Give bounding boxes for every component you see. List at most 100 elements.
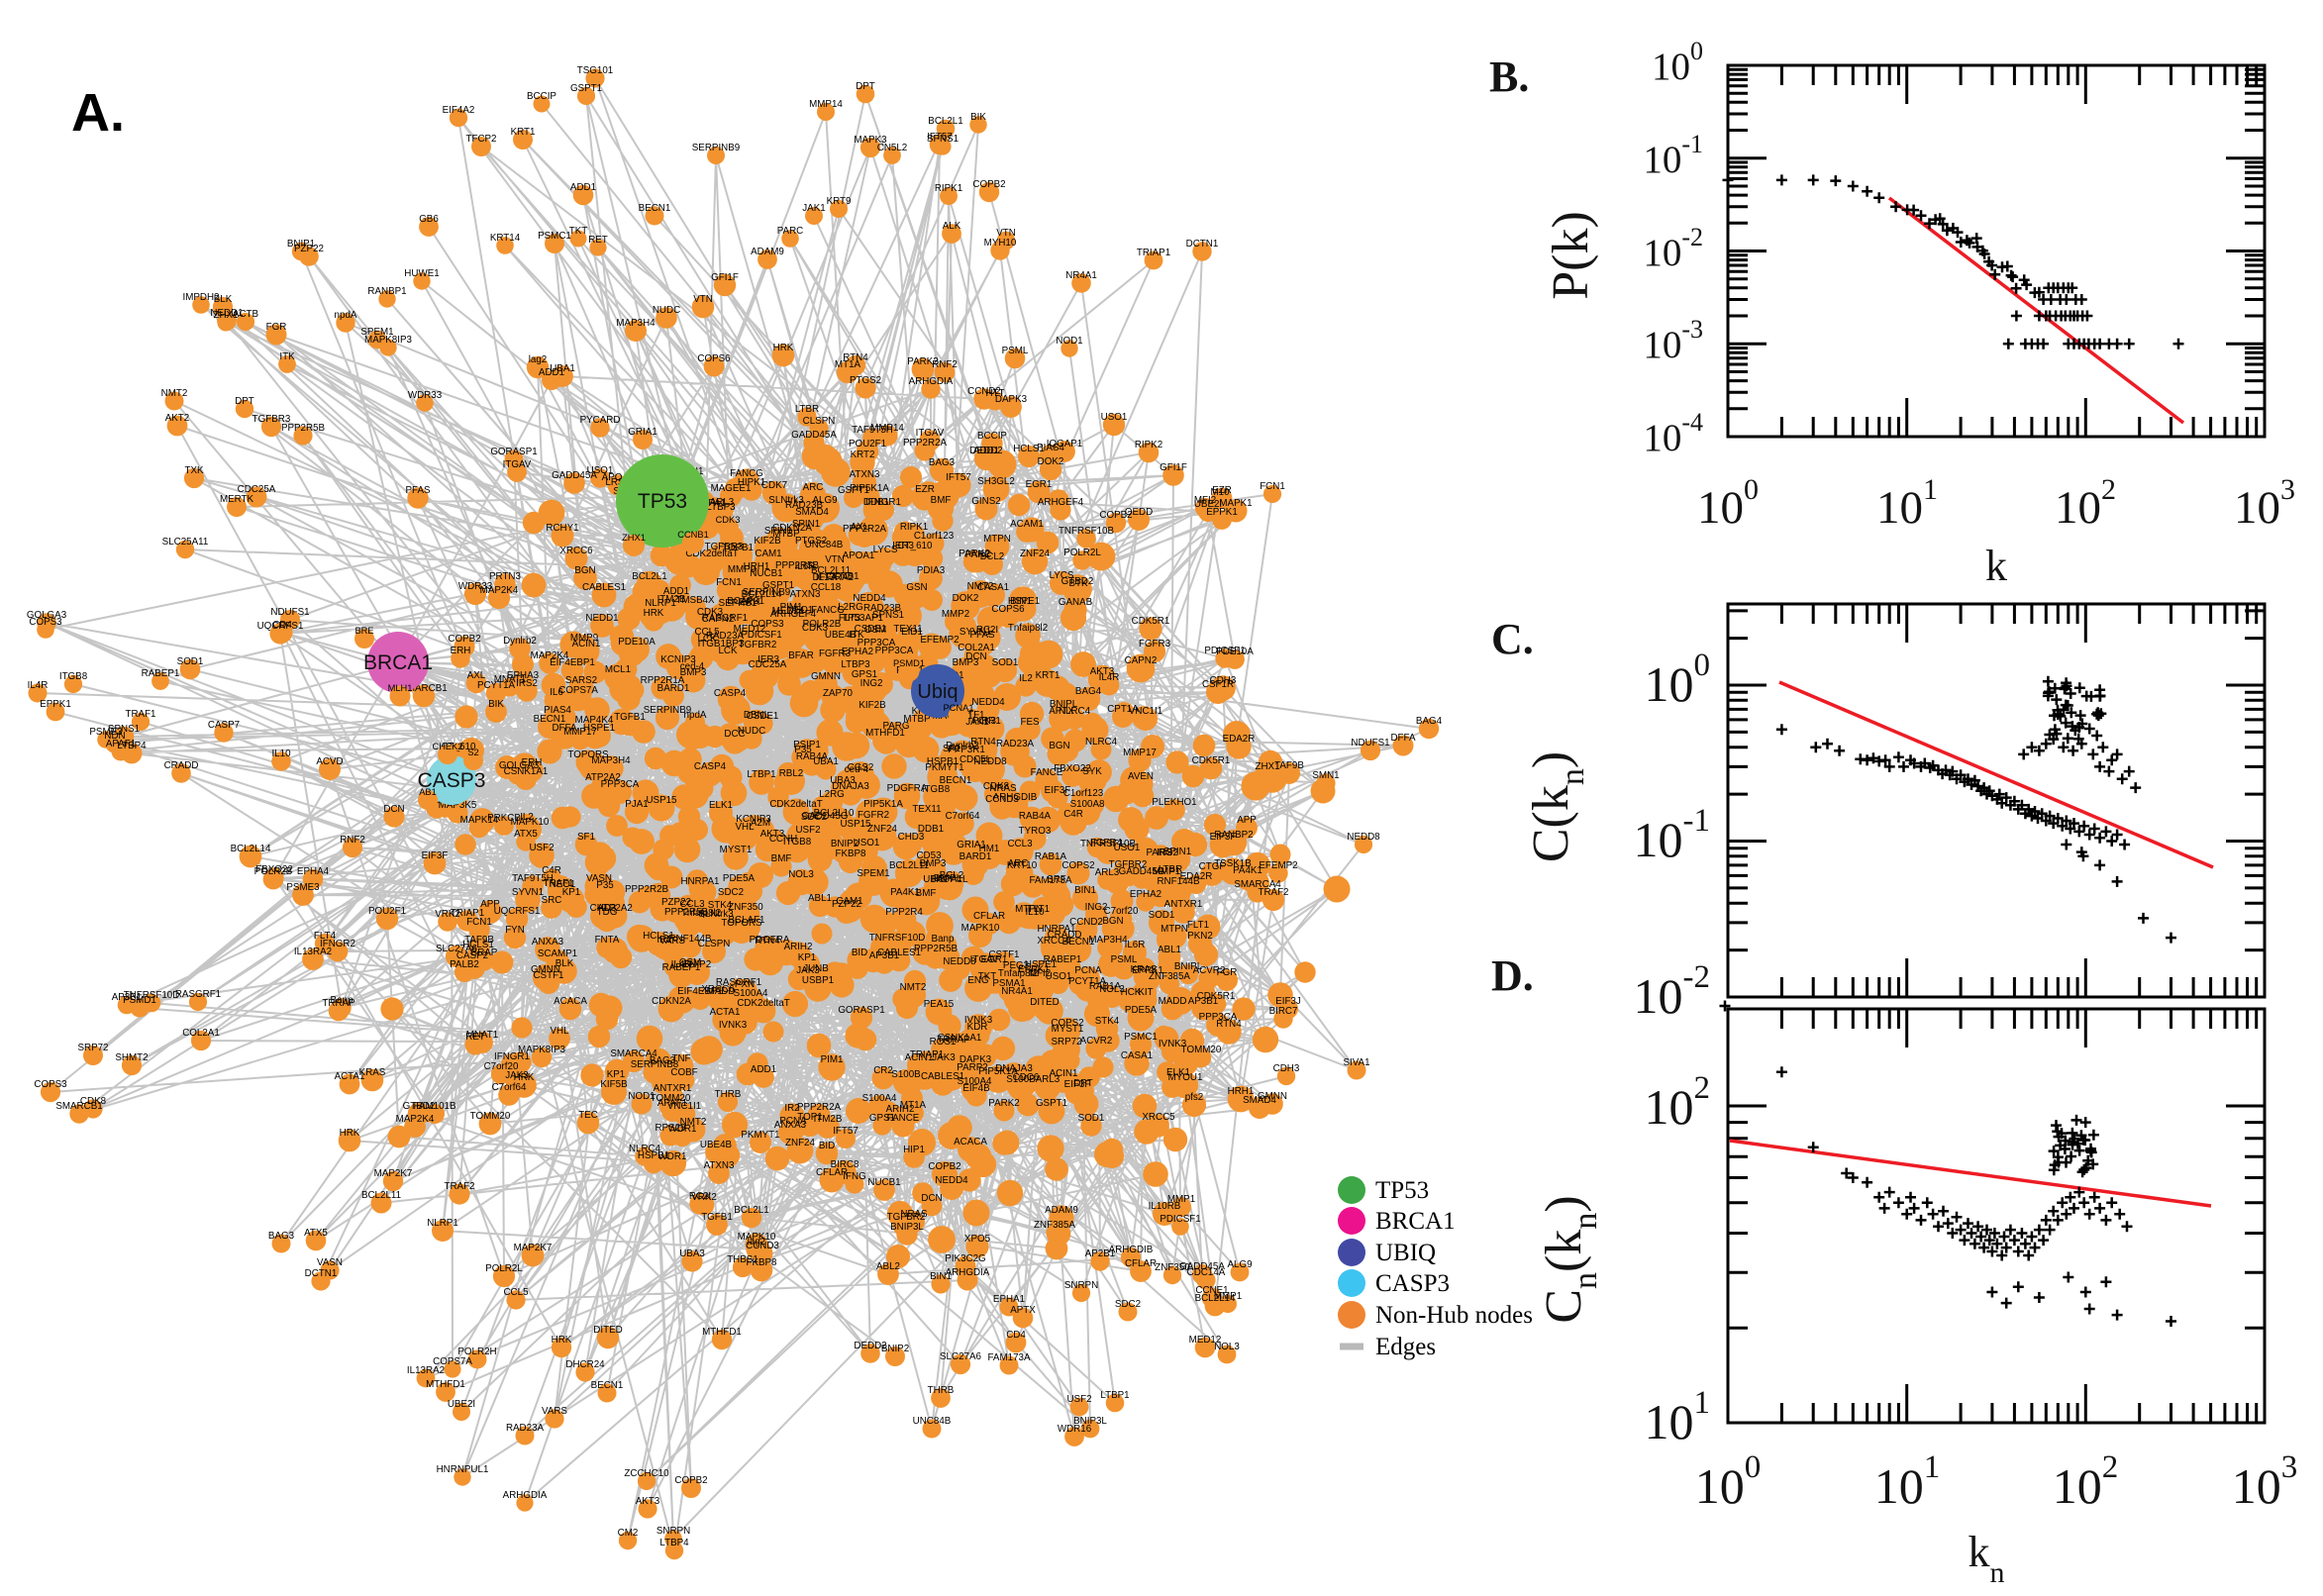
svg-text:EDA2R: EDA2R [1223,734,1256,745]
svg-text:AP3B1: AP3B1 [869,950,900,961]
svg-text:PARP2: PARP2 [957,1062,987,1073]
svg-text:IFT57: IFT57 [927,132,953,143]
svg-text:DNAJA3: DNAJA3 [832,781,869,792]
svg-text:MMP9: MMP9 [728,564,756,575]
svg-text:THBS1: THBS1 [727,1254,758,1265]
svg-text:ABL1: ABL1 [1158,945,1181,955]
svg-text:LTBP1: LTBP1 [747,769,775,780]
svg-text:RAD23B: RAD23B [785,500,824,511]
svg-text:XRCC6: XRCC6 [559,546,593,556]
svg-text:BGN: BGN [574,565,595,576]
svg-text:PXN: PXN [735,979,755,990]
svg-text:HSPE1: HSPE1 [1008,596,1040,607]
svg-text:KIF2B: KIF2B [858,700,886,711]
svg-text:ced-4: ced-4 [845,764,869,775]
svg-text:COPS6: COPS6 [991,604,1025,615]
svg-text:PSME3: PSME3 [286,882,320,893]
svg-text:ADD1: ADD1 [539,367,564,378]
svg-text:FGFR3: FGFR3 [819,648,852,659]
svg-text:ERH: ERH [740,597,760,608]
svg-text:TOPB1: TOPB1 [722,543,754,553]
svg-text:KDR: KDR [967,1022,988,1033]
svg-text:RAD23A: RAD23A [996,739,1035,749]
svg-text:HNRNPUL1: HNRNPUL1 [437,1464,489,1475]
svg-text:USF2: USF2 [1066,1394,1091,1405]
svg-text:TRAF1: TRAF1 [543,878,573,889]
svg-text:DDB1: DDB1 [918,824,944,835]
svg-text:ATP2A2: ATP2A2 [597,903,633,914]
svg-text:SEPHS1: SEPHS1 [719,598,758,609]
svg-text:ADAM9: ADAM9 [751,247,784,257]
svg-text:CSDE1: CSDE1 [855,624,887,635]
svg-text:BIN1: BIN1 [1074,885,1096,896]
svg-text:TFCP2: TFCP2 [465,134,496,145]
svg-text:POLR2L: POLR2L [485,1263,523,1274]
svg-text:RAD23A: RAD23A [706,631,745,642]
svg-text:Ubiq: Ubiq [917,681,958,703]
svg-text:CCL18: CCL18 [811,582,842,593]
svg-text:SMARCB1: SMARCB1 [55,1101,102,1112]
svg-text:PDGFRA: PDGFRA [887,783,928,794]
svg-text:ZNF385A: ZNF385A [1149,971,1190,982]
svg-text:FGR: FGR [266,322,287,333]
svg-text:GB6: GB6 [419,214,439,225]
svg-text:EPPK1: EPPK1 [1018,964,1050,975]
svg-text:CCNB1: CCNB1 [826,571,858,582]
svg-text:DCTN1: DCTN1 [1186,239,1219,249]
svg-text:SERPINB9: SERPINB9 [743,587,790,598]
svg-text:NEO1: NEO1 [787,605,814,616]
svg-text:NOL3: NOL3 [1214,1342,1240,1352]
svg-text:NDUFS1: NDUFS1 [270,607,309,618]
svg-text:PDE5A: PDE5A [1125,1005,1158,1016]
svg-text:MMP17: MMP17 [563,727,597,738]
svg-text:DFFA: DFFA [552,723,577,734]
svg-text:GMNN: GMNN [531,964,560,975]
svg-text:DPT: DPT [1073,1078,1093,1089]
svg-text:BCL2L14: BCL2L14 [1195,1293,1236,1304]
svg-text:FGFR3: FGFR3 [1139,639,1171,649]
svg-text:LTBP3: LTBP3 [841,659,870,670]
svg-text:GADD45A: GADD45A [552,470,597,481]
svg-text:ARIH2: ARIH2 [784,942,813,952]
svg-text:B.: B. [1489,52,1529,101]
svg-text:RTN4: RTN4 [755,936,780,947]
svg-text:IL6: IL6 [550,687,563,698]
svg-text:PDICSF1: PDICSF1 [741,630,781,641]
svg-text:CD53: CD53 [916,850,942,861]
svg-text:ING2: ING2 [1085,902,1108,913]
svg-text:UBE4B: UBE4B [700,1140,733,1150]
svg-text:OEDD: OEDD [1125,507,1153,518]
svg-text:DAPK3: DAPK3 [960,1054,992,1065]
svg-text:PARK2: PARK2 [988,1098,1019,1109]
svg-text:RASGRF1: RASGRF1 [175,989,221,1000]
svg-text:UBE2I: UBE2I [1194,499,1222,510]
svg-text:TSSK1B: TSSK1B [1214,858,1252,869]
svg-text:SARS2: SARS2 [565,675,597,686]
svg-text:PRTN3: PRTN3 [489,571,521,582]
svg-text:HM1: HM1 [979,844,1000,854]
svg-text:HRH1: HRH1 [1228,1086,1255,1097]
svg-text:MAP3H4: MAP3H4 [1088,935,1128,946]
svg-text:ALG9: ALG9 [812,495,837,506]
svg-text:A2M: A2M [751,818,770,829]
svg-text:MTHFD1: MTHFD1 [865,728,905,739]
svg-text:DITED: DITED [593,1325,622,1336]
svg-text:Banp: Banp [331,995,354,1006]
svg-text:SLNtrk3: SLNtrk3 [768,495,804,506]
svg-text:NMT2: NMT2 [161,388,188,399]
svg-text:PARK2: PARK2 [907,356,938,367]
svg-text:BTK: BTK [1068,578,1088,589]
svg-text:IL10: IL10 [271,748,291,759]
svg-text:MMP1: MMP1 [1153,866,1180,877]
svg-text:CDKN2A: CDKN2A [652,996,691,1007]
svg-text:BNIP3L: BNIP3L [890,1222,924,1233]
svg-text:KIT: KIT [1138,987,1153,998]
svg-text:ADD1: ADD1 [973,446,999,456]
svg-text:WDR1: WDR1 [668,1124,697,1135]
svg-text:BAG3: BAG3 [929,457,956,468]
svg-text:BID: BID [852,948,867,958]
svg-text:ADAM9: ADAM9 [1045,1205,1078,1216]
svg-text:CD4: CD4 [272,620,292,631]
svg-text:10-1: 10-1 [1634,803,1711,867]
svg-text:CSTF1: CSTF1 [988,949,1019,960]
